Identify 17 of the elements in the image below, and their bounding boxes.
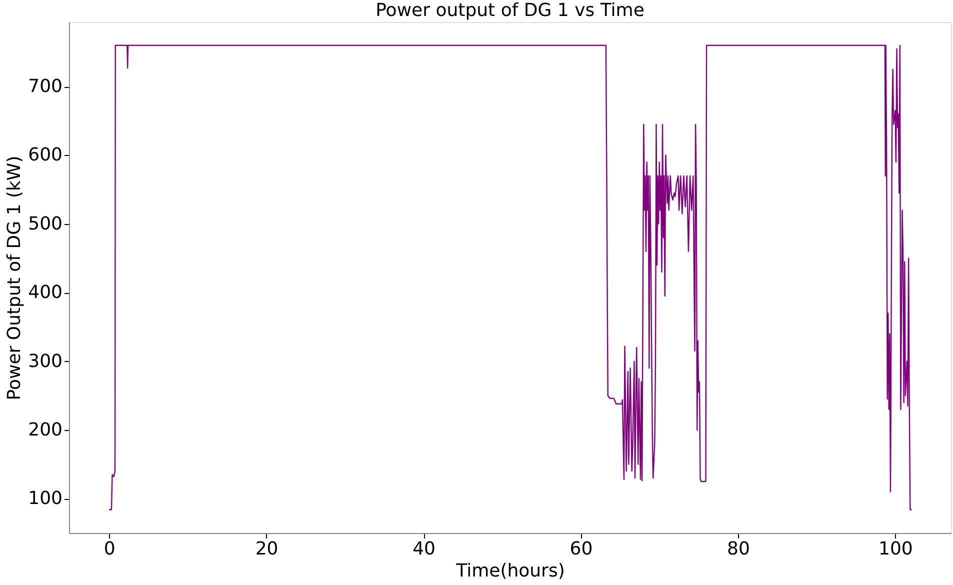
x-tick-label: 100 [878,538,913,560]
y-tick-label: 200 [28,419,62,440]
y-axis-title: Power Output of DG 1 (kW) [4,156,26,400]
x-tick-label: 0 [104,538,116,560]
y-tick-label: 400 [28,282,62,304]
line-series [108,44,912,510]
y-tick-label: 300 [28,350,62,372]
y-tick-label: 700 [28,76,62,98]
x-tick-label: 40 [412,538,436,560]
x-tick-label: 20 [255,538,278,560]
y-tick-label: 500 [28,213,62,234]
x-tick-label: 60 [570,538,593,560]
y-tick-label: 100 [28,488,62,510]
y-tick-label: 600 [28,144,62,166]
x-axis-title: Time(hours) [455,560,565,582]
x-tick-label: 80 [727,538,750,560]
chart-title: Power output of DG 1 vs Time [376,0,644,21]
